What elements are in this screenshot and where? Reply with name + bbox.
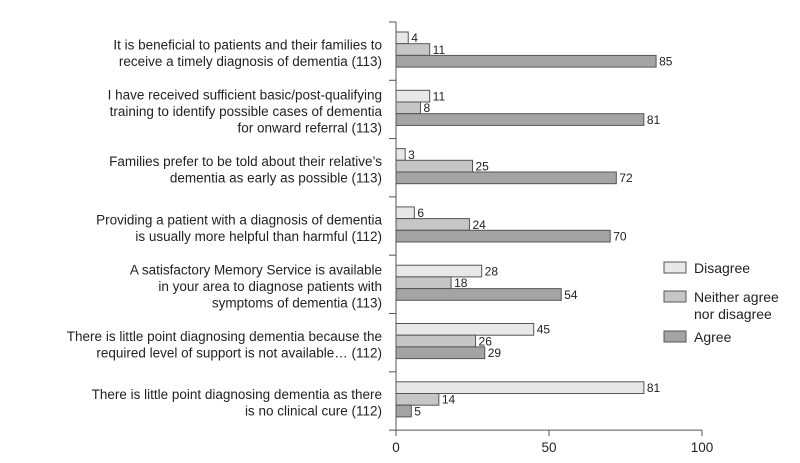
bar	[395, 381, 645, 394]
category-label-line: There is little point diagnosing dementi…	[92, 387, 382, 402]
legend-label-line: Neither agree	[694, 289, 779, 305]
data-label: 8	[423, 101, 430, 115]
category-label-line: There is little point diagnosing dementi…	[67, 329, 382, 344]
data-label: 14	[442, 393, 456, 407]
category-labels: It is beneficial to patients and their f…	[67, 37, 383, 418]
category-label: It is beneficial to patients and their f…	[113, 37, 382, 69]
category-label: There is little point diagnosing dementi…	[92, 387, 382, 419]
bar	[395, 31, 409, 45]
legend: Disagree Neither agree nor disagree Agree	[663, 260, 779, 345]
data-label: 18	[454, 276, 468, 290]
data-label: 11	[433, 43, 446, 57]
bar	[395, 113, 645, 126]
category-label-line: A satisfactory Memory Service is availab…	[130, 262, 382, 277]
x-tick-label: 0	[392, 440, 400, 455]
data-label: 5	[414, 404, 421, 418]
category-label-line: symptoms of dementia (113)	[212, 295, 382, 310]
category-label: A satisfactory Memory Service is availab…	[130, 262, 382, 310]
bar	[395, 218, 470, 231]
legend-swatch	[663, 290, 687, 303]
legend-label: Agree	[694, 329, 732, 345]
bar	[395, 276, 452, 290]
bar	[395, 101, 421, 115]
category-label-line: for onward referral (113)	[237, 120, 382, 135]
x-tick-label: 100	[691, 440, 714, 455]
legend-swatch	[663, 330, 687, 343]
data-label: 81	[647, 113, 661, 127]
data-label: 11	[433, 90, 446, 104]
bar	[395, 43, 431, 56]
bar	[395, 393, 440, 406]
category-label: Providing a patient with a diagnosis of …	[96, 212, 382, 244]
legend-swatch	[663, 261, 687, 274]
bar	[395, 229, 611, 243]
data-label: 54	[564, 288, 578, 302]
legend-label: Neither agree nor disagree	[694, 289, 779, 322]
data-label: 26	[479, 334, 493, 348]
data-label: 24	[472, 218, 486, 232]
data-label: 45	[537, 323, 551, 337]
data-label: 25	[476, 160, 490, 174]
data-label: 70	[613, 230, 627, 244]
data-label: 6	[417, 206, 424, 220]
axes: 0 50 100	[389, 21, 714, 455]
category-label-line: I have received sufficient basic/post-qu…	[108, 87, 382, 102]
bar	[395, 323, 535, 336]
data-label: 29	[488, 346, 502, 360]
category-label-line: training to identify possible cases of d…	[110, 104, 383, 119]
bar	[395, 171, 617, 185]
category-label-line: dementia as early as possible (113)	[170, 171, 382, 186]
category-label-line: required level of support is not availab…	[96, 345, 382, 360]
bar	[395, 334, 477, 348]
data-label: 3	[408, 148, 415, 162]
legend-label: Disagree	[694, 260, 750, 276]
data-label: 72	[619, 171, 633, 185]
category-label-line: It is beneficial to patients and their f…	[113, 37, 382, 52]
category-label-line: receive a timely diagnosis of dementia (…	[119, 54, 382, 69]
bar	[395, 54, 657, 68]
category-label-line: Providing a patient with a diagnosis of …	[96, 212, 382, 227]
legend-label-line: nor disagree	[694, 306, 772, 322]
bar	[395, 404, 412, 418]
legend-label-line: Agree	[694, 329, 732, 345]
bar	[395, 206, 415, 220]
legend-label-line: Disagree	[694, 260, 750, 276]
category-label: I have received sufficient basic/post-qu…	[108, 87, 383, 135]
bar	[395, 264, 483, 278]
bar	[395, 148, 406, 161]
data-label: 81	[647, 381, 661, 395]
bar	[395, 346, 486, 360]
bar	[395, 288, 562, 301]
data-label: 85	[659, 55, 673, 69]
bar	[395, 159, 473, 173]
data-label: 4	[411, 31, 418, 45]
category-label: There is little point diagnosing dementi…	[67, 329, 382, 361]
x-tick-label: 50	[541, 440, 556, 455]
category-label-line: is no clinical cure (112)	[245, 404, 382, 419]
category-label-line: in your area to diagnose patients with	[158, 279, 382, 294]
data-label: 28	[485, 264, 499, 278]
category-label: Families prefer to be told about their r…	[109, 154, 382, 186]
category-label-line: is usually more helpful than harmful (11…	[135, 229, 382, 244]
category-label-line: Families prefer to be told about their r…	[109, 154, 382, 169]
